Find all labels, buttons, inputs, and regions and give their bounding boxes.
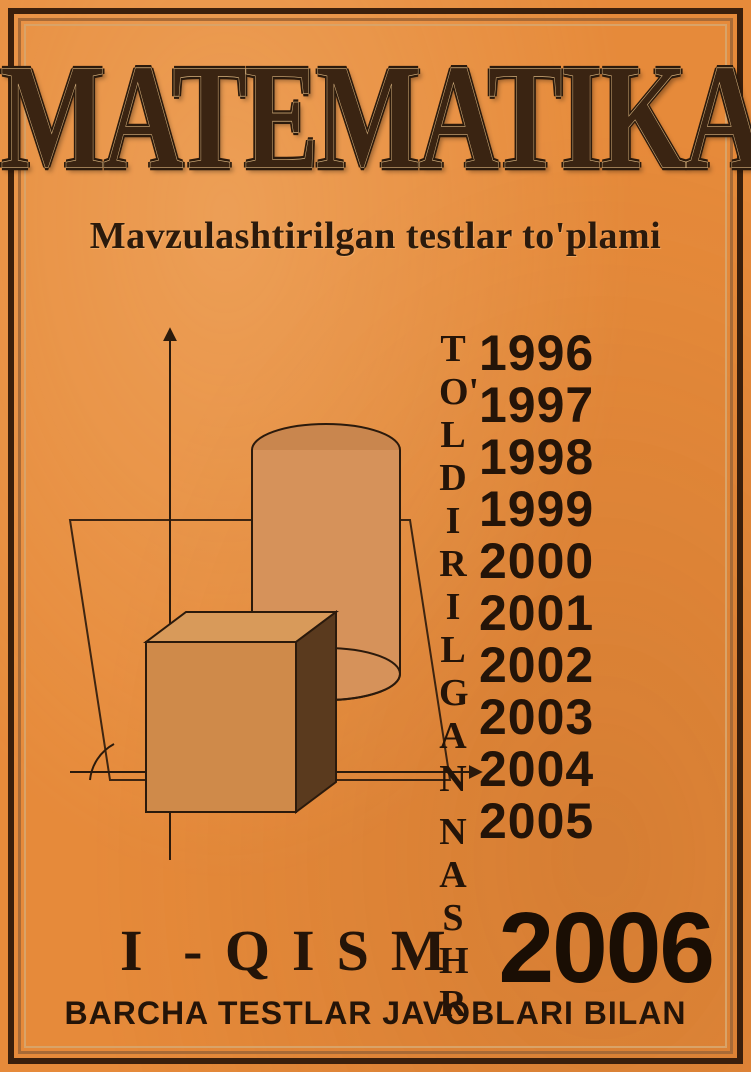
part-roman: I [120, 918, 165, 983]
part-word: QISM [225, 918, 468, 983]
year-item: 2001 [479, 588, 707, 638]
featured-year: 2006 [499, 898, 713, 998]
year-item: 2000 [479, 536, 707, 586]
main-title: MATEMATIKA [0, 42, 751, 193]
year-list: 1996 1997 1998 1999 2000 2001 2002 2003 … [479, 328, 707, 846]
right-column: T O' L D I R I L G A N N A S H R 1996 19… [467, 328, 707, 848]
geometry-illustration [50, 320, 490, 880]
year-item: 1998 [479, 432, 707, 482]
cube [146, 612, 336, 812]
year-item: 2004 [479, 744, 707, 794]
footer-text: BARCHA TESTLAR JAVOBLARI BILAN [0, 995, 751, 1032]
part-label: I - QISM [120, 917, 468, 984]
subtitle: Mavzulashtirilgan testlar to'plami [0, 214, 751, 258]
year-item: 2002 [479, 640, 707, 690]
year-item: 2005 [479, 796, 707, 846]
plane-angle-arc [90, 744, 114, 780]
title-block: MATEMATIKA Mavzulashtirilgan testlar to'… [0, 42, 751, 258]
year-item: 1999 [479, 484, 707, 534]
year-item: 1997 [479, 380, 707, 430]
year-item: 1996 [479, 328, 707, 378]
year-item: 2003 [479, 692, 707, 742]
